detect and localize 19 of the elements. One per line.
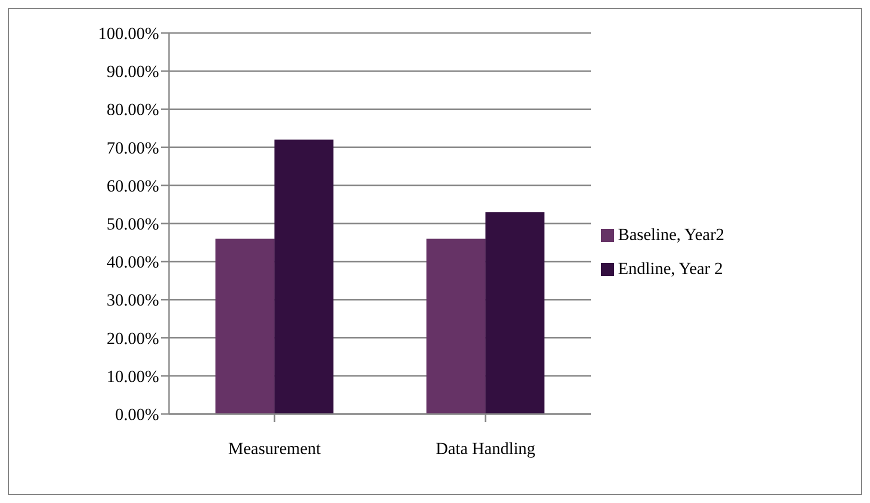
y-tick-label: 20.00% [106, 328, 159, 348]
legend-label: Endline, Year 2 [618, 258, 723, 278]
y-tick-label: 40.00% [106, 252, 159, 272]
bar [485, 212, 544, 414]
x-tick-label: Measurement [228, 439, 322, 458]
y-tick-label: 60.00% [106, 176, 159, 196]
y-tick-label: 100.00% [98, 24, 159, 44]
y-tick-label: 50.00% [106, 214, 159, 234]
y-tick-label: 90.00% [106, 62, 159, 82]
y-tick-label: 10.00% [106, 366, 159, 386]
bar [426, 238, 486, 414]
bar [215, 238, 274, 414]
x-tick-label: Data Handling [436, 439, 536, 458]
y-tick-label: 80.00% [106, 100, 159, 120]
y-tick-label: 30.00% [106, 290, 159, 310]
y-tick-label: 0.00% [115, 405, 159, 424]
bar [274, 140, 334, 414]
legend-label: Baseline, Year2 [618, 224, 724, 244]
y-tick-label: 70.00% [106, 138, 159, 158]
